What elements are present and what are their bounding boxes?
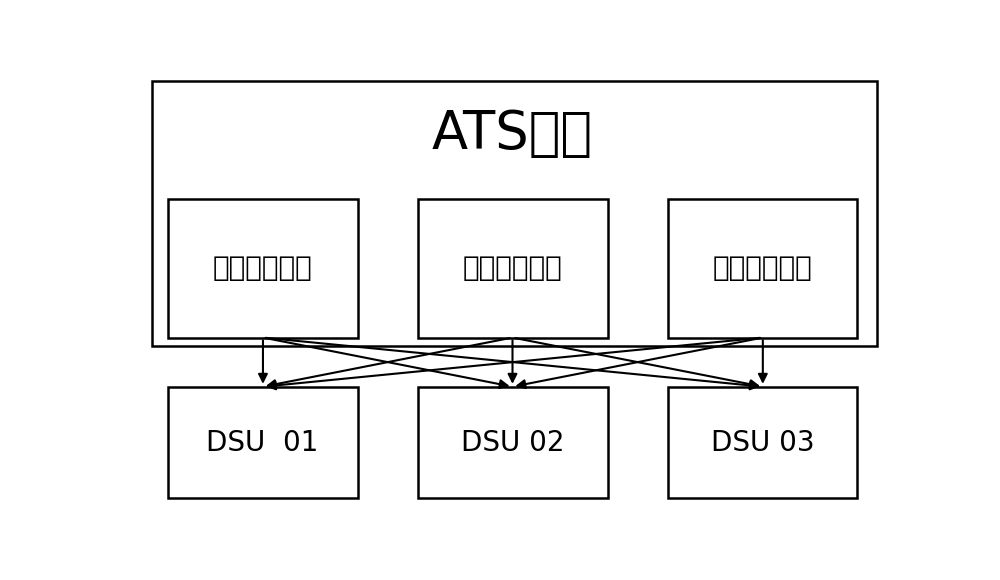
Bar (168, 199, 358, 338)
Bar (168, 387, 358, 498)
Text: DSU 03: DSU 03 (711, 429, 814, 456)
Text: 现地工作站二: 现地工作站二 (463, 255, 563, 282)
Bar (418, 387, 608, 498)
Text: 现地工作站三: 现地工作站三 (713, 255, 812, 282)
Bar (418, 199, 608, 338)
Bar (152, 81, 877, 346)
Text: ATS系统: ATS系统 (432, 108, 593, 160)
Bar (668, 199, 857, 338)
Text: DSU  01: DSU 01 (206, 429, 319, 456)
Text: 现地工作站一: 现地工作站一 (213, 255, 312, 282)
Text: DSU 02: DSU 02 (461, 429, 565, 456)
Bar (668, 387, 857, 498)
